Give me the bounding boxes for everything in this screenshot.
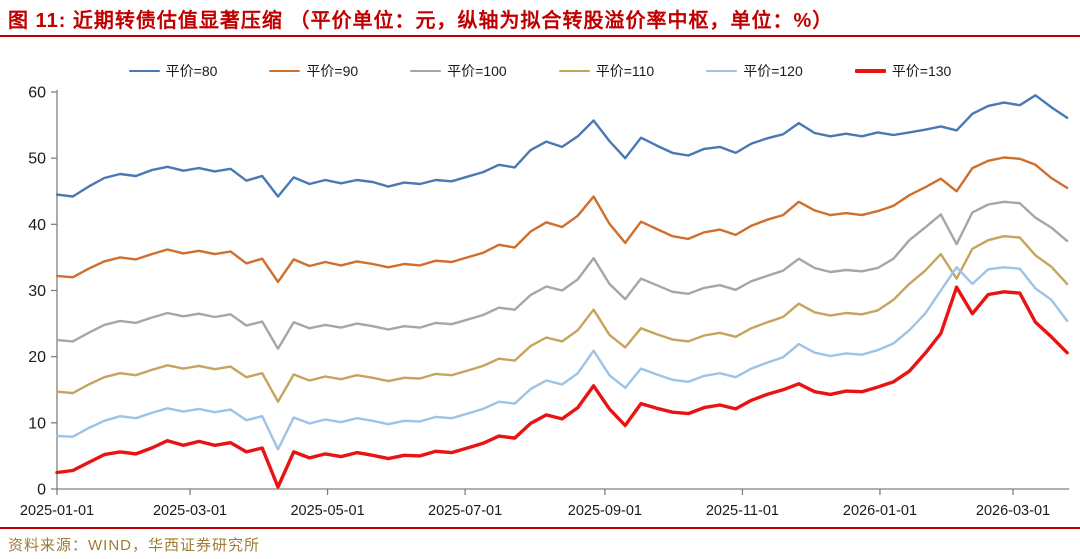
legend-label: 平价=100 [447, 63, 507, 79]
x-tick-label: 2025-05-01 [290, 503, 364, 519]
legend-swatch [269, 69, 301, 73]
y-tick-label: 30 [28, 283, 46, 300]
legend-swatch [128, 69, 160, 73]
legend-item: 平价=130 [854, 61, 952, 81]
x-tick-label: 2025-09-01 [568, 503, 642, 519]
series-line-80 [55, 94, 1069, 198]
y-tick-label: 20 [28, 349, 46, 366]
legend-item: 平价=120 [706, 61, 803, 81]
legend-label: 平价=130 [891, 63, 952, 79]
legend-item: 平价=110 [558, 61, 655, 81]
source-note: 资料来源：WIND，华西证券研究所 [8, 537, 260, 554]
legend-item: 平价=90 [269, 61, 358, 81]
x-tick-label: 2025-07-01 [428, 503, 502, 519]
x-tick-label: 2025-11-01 [706, 503, 779, 519]
x-tick-label: 2026-03-01 [976, 503, 1050, 519]
legend-swatch [410, 69, 442, 73]
x-tick-label: 2026-01-01 [843, 503, 917, 519]
legend-item: 平价=80 [128, 61, 218, 81]
x-tick-label: 2025-01-01 [20, 503, 94, 519]
y-tick-label: 40 [28, 217, 46, 234]
x-tick-label: 2025-03-01 [153, 503, 227, 519]
legend-label: 平价=110 [595, 63, 655, 79]
footer-divider [0, 527, 1080, 529]
series-line-130 [55, 285, 1069, 489]
legend-swatch [706, 69, 738, 73]
series-line-90 [55, 156, 1069, 284]
series-line-120 [55, 266, 1069, 451]
line-chart: 0 10 20 30 40 50 60 2025-01-01 2025-03-01 2025-05… [20, 85, 1070, 519]
y-tick-label: 50 [28, 151, 46, 168]
chart-legend: 平价=80 平价=90 平价=100 平价=110 平价=120 平价=130 [0, 61, 1080, 81]
legend-swatch [854, 69, 886, 73]
y-tick-label: 0 [37, 482, 46, 499]
legend-swatch [558, 69, 590, 73]
y-tick-label: 10 [28, 415, 46, 432]
series-line-100 [55, 200, 1069, 350]
y-tick-label: 60 [28, 85, 46, 102]
legend-label: 平价=120 [743, 63, 803, 79]
legend-label: 平价=80 [165, 63, 218, 79]
legend-label: 平价=90 [306, 63, 359, 79]
legend-item: 平价=100 [410, 61, 507, 81]
series-line-110 [55, 234, 1069, 403]
title-underline [0, 35, 1080, 37]
figure-title: 图 11: 近期转债估值显著压缩 （平价单位：元，纵轴为拟合转股溢价率中枢，单位… [8, 10, 834, 32]
